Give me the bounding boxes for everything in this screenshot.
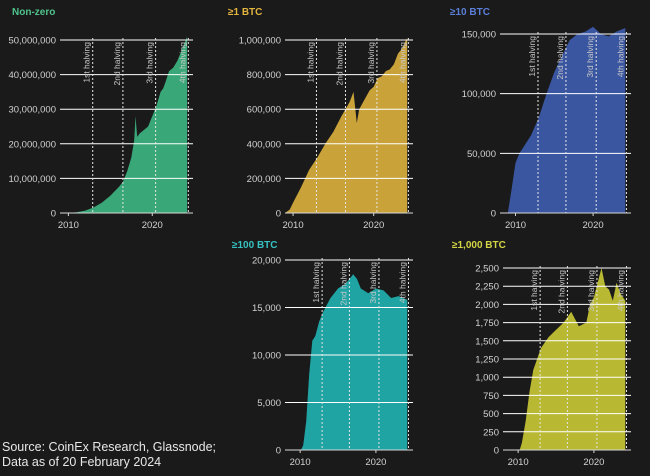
source-line-1: Source: CoinEx Research, Glassnode;	[2, 440, 216, 454]
x-tick-label: 2020	[583, 457, 604, 468]
y-tick-label: 0	[276, 209, 281, 220]
panel-1: Non-zero 0 10,000,000 20,000,000 30,000,000 4…	[8, 7, 193, 231]
halving-label: 2nd halving	[338, 262, 348, 306]
halving-label: 2nd halving	[555, 36, 565, 80]
halving-label: 4th halving	[397, 42, 407, 83]
x-tick-label: 2020	[583, 220, 604, 231]
y-tick-label: 200,000	[247, 174, 281, 185]
y-tick-label: 150,000	[462, 30, 496, 41]
y-tick-label: 2,250	[475, 282, 499, 293]
y-tick-label: 600,000	[247, 105, 281, 116]
y-tick-label: 100,000	[462, 89, 496, 100]
y-tick-label: 30,000,000	[8, 105, 56, 116]
halving-label: 1st halving	[305, 42, 315, 83]
y-tick-label: 0	[491, 209, 496, 220]
y-tick-label: 50,000,000	[8, 36, 56, 47]
series-area	[507, 26, 626, 213]
halving-label: 3rd halving	[585, 36, 595, 78]
panel-3: ≥10 BTC 0 50,000 100,000 150,000 2010 2020 1st …	[450, 7, 631, 231]
halving-label: 1st halving	[82, 42, 92, 83]
y-tick-label: 400,000	[247, 139, 281, 150]
y-tick-label: 250	[483, 427, 499, 438]
halving-label: 3rd halving	[586, 270, 596, 312]
halving-label: 2nd halving	[334, 42, 344, 86]
halving-label: 2nd halving	[112, 42, 122, 86]
halving-label: 1st halving	[529, 270, 539, 311]
x-tick-label: 2020	[365, 457, 386, 468]
panel-title: ≥10 BTC	[450, 7, 490, 18]
series-area	[285, 38, 408, 213]
halving-label: 4th halving	[397, 262, 407, 303]
source-note: Source: CoinEx Research, Glassnode; Data…	[2, 440, 262, 470]
y-tick-label: 20,000,000	[8, 139, 56, 150]
y-tick-label: 1,000,000	[239, 36, 281, 47]
y-tick-label: 50,000	[467, 149, 496, 160]
panel-title: Non-zero	[12, 7, 55, 18]
y-tick-label: 800,000	[247, 70, 281, 81]
panel-5: ≥1,000 BTC 0 250 500 750 1,000 1,250 1,500 1,750…	[452, 240, 631, 468]
halving-label: 4th halving	[177, 42, 187, 83]
series-area	[60, 36, 188, 213]
halving-label: 1st halving	[311, 262, 321, 303]
y-tick-label: 15,000	[252, 303, 281, 314]
y-tick-label: 1,000	[475, 373, 499, 384]
y-tick-label: 2,000	[475, 300, 499, 311]
y-tick-label: 750	[483, 391, 499, 402]
panel-title: ≥1,000 BTC	[452, 240, 506, 251]
x-tick-label: 2010	[58, 220, 79, 231]
halving-label: 1st halving	[527, 36, 537, 77]
panel-4: ≥100 BTC 0 5,000 10,000 15,000 20,000 2010 2020…	[232, 240, 413, 468]
y-tick-label: 40,000,000	[8, 70, 56, 81]
halving-label: 3rd halving	[145, 42, 155, 84]
halving-label: 4th halving	[615, 36, 625, 77]
panel-title: ≥100 BTC	[232, 240, 278, 251]
halving-label: 3rd halving	[368, 262, 378, 304]
x-tick-label: 2010	[505, 220, 526, 231]
x-tick-label: 2010	[282, 220, 303, 231]
source-line-2: Data as of 20 February 2024	[2, 455, 162, 469]
y-tick-label: 5,000	[257, 398, 281, 409]
y-tick-label: 2,500	[475, 264, 499, 275]
y-tick-label: 500	[483, 409, 499, 420]
x-tick-label: 2020	[363, 220, 384, 231]
y-tick-label: 1,500	[475, 336, 499, 347]
series-area	[300, 274, 408, 450]
y-tick-label: 0	[276, 446, 281, 457]
halving-label: 3rd halving	[366, 42, 376, 84]
y-tick-label: 1,750	[475, 318, 499, 329]
x-tick-label: 2010	[508, 457, 529, 468]
panel-title: ≥1 BTC	[228, 7, 262, 18]
halving-label: 4th halving	[615, 270, 625, 311]
panel-2: ≥1 BTC 0 200,000 400,000 600,000 800,000 1,000…	[228, 7, 413, 231]
x-tick-label: 2010	[290, 457, 311, 468]
halving-label: 2nd halving	[556, 270, 566, 314]
y-tick-label: 1,250	[475, 355, 499, 366]
y-tick-label: 0	[51, 209, 56, 220]
y-tick-label: 10,000,000	[8, 174, 56, 185]
x-tick-label: 2020	[142, 220, 163, 231]
y-tick-label: 0	[494, 446, 499, 457]
y-tick-label: 20,000	[252, 256, 281, 267]
y-tick-label: 10,000	[252, 351, 281, 362]
